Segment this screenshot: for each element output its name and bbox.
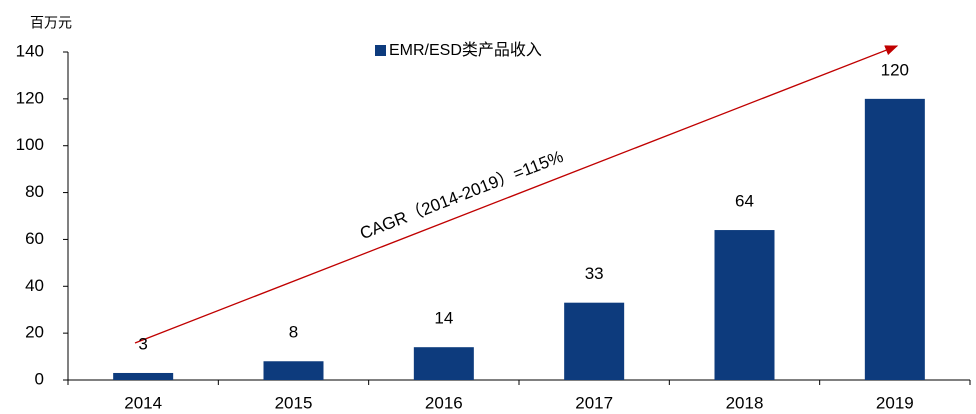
y-tick-label: 140: [16, 41, 44, 60]
x-tick-label: 2017: [575, 393, 613, 412]
bar: [864, 98, 925, 380]
y-tick-label: 20: [25, 323, 44, 342]
data-label: 3: [138, 334, 147, 353]
bar: [413, 347, 474, 380]
x-tick-label: 2016: [425, 393, 463, 412]
x-tick-label: 2018: [726, 393, 764, 412]
y-tick-label: 120: [16, 88, 44, 107]
y-tick-label: 40: [25, 276, 44, 295]
annotation: CAGR（2014-2019）=115%: [357, 147, 566, 243]
y-tick-label: 0: [35, 369, 44, 388]
y-tick-label: 100: [16, 135, 44, 154]
bar: [714, 230, 775, 380]
data-label: 120: [881, 60, 909, 79]
trend-arrow: [134, 45, 899, 344]
y-tick-label: 80: [25, 182, 44, 201]
bar: [564, 302, 625, 380]
legend-label: EMR/ESD类产品收入: [389, 41, 542, 59]
data-label: 33: [585, 264, 604, 283]
bar: [263, 361, 324, 380]
data-label: 8: [289, 323, 298, 342]
data-label: 14: [434, 309, 453, 328]
bar: [113, 372, 174, 380]
legend-swatch: [375, 45, 386, 56]
x-tick-label: 2014: [124, 393, 162, 412]
y-tick-label: 60: [25, 229, 44, 248]
data-label: 64: [735, 192, 754, 211]
x-tick-label: 2019: [876, 393, 914, 412]
x-tick-label: 2015: [275, 393, 313, 412]
y-axis-unit: 百万元: [30, 15, 72, 31]
